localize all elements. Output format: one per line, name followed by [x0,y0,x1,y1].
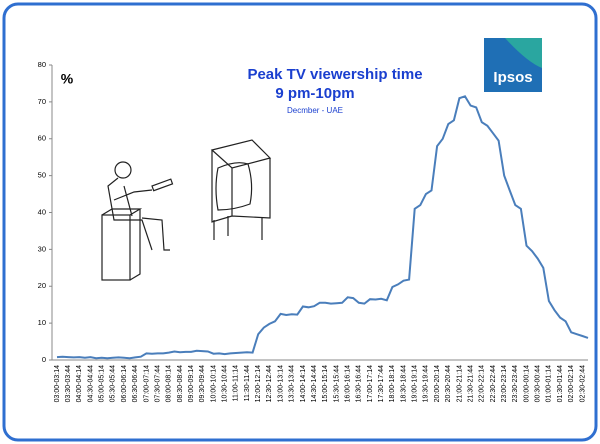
chart-note: Decmber - UAE [287,106,343,115]
x-tick-label: 17:00-17:14 [367,365,374,402]
x-tick-label: 10:30-10:44 [222,365,229,402]
x-tick-label: 01:00-01:14 [546,365,553,402]
x-tick-label: 16:00-16:14 [344,365,351,402]
x-tick-label: 09:00-09:14 [188,365,195,402]
logo-text: Ipsos [493,69,532,86]
illustration [101,139,272,281]
x-tick-label: 02:00-02:14 [568,365,575,402]
x-tick-label: 08:30-08:44 [177,365,184,402]
x-tick-label: 11:00-11:14 [233,365,240,401]
x-tick-label: 23:00-23:14 [501,365,508,402]
x-tick-label: 12:00-12:14 [255,365,262,402]
x-tick-label: 01:30-01:44 [557,365,564,402]
x-tick-label: 15:00-15:14 [322,365,329,402]
y-tick-label: 70 [38,97,46,106]
x-tick-label: 18:00-18:14 [389,365,396,402]
x-tick-label: 13:00-13:14 [277,365,284,402]
x-tick-label: 03:00-03:14 [54,365,61,402]
x-tick-label: 04:00-04:14 [76,365,83,402]
x-tick-label: 19:30-19:44 [423,365,430,402]
x-tick-label: 04:30-04:44 [87,365,94,402]
y-tick-label: 80 [38,60,46,69]
y-axis-label: % [61,71,74,87]
x-tick-label: 22:30-22:44 [490,365,497,402]
x-tick-label: 10:00-10:14 [210,365,217,402]
y-tick-label: 10 [38,318,46,327]
x-tick-label: 21:00-21:14 [456,365,463,402]
x-tick-label: 05:30-05:44 [110,365,117,402]
y-tick-label: 40 [38,207,46,216]
x-tick-label: 00:00-00:14 [523,365,530,402]
x-tick-label: 11:30-11:44 [244,365,251,401]
chart-title: Peak TV viewership time [247,66,422,83]
x-tick-label: 16:30-16:44 [356,365,363,402]
x-tick-label: 06:00-06:14 [121,365,128,402]
x-tick-label: 12:30-12:44 [266,365,273,402]
x-tick-label: 07:30-07:44 [154,365,161,402]
x-tick-label: 03:30-03:44 [65,365,72,402]
x-tick-label: 19:00-19:14 [412,365,419,402]
y-tick-label: 0 [42,355,46,364]
x-tick-label: 20:30-20:44 [445,365,452,402]
x-tick-label: 17:30-17:44 [378,365,385,402]
y-tick-label: 60 [38,134,46,143]
x-tick-label: 20:00-20:14 [434,365,441,402]
y-tick-label: 50 [38,171,46,180]
x-tick-label: 07:00-07:14 [143,365,150,402]
x-tick-label: 15:30-15:44 [333,365,340,402]
y-tick-label: 20 [38,281,46,290]
x-tick-label: 14:30-14:44 [311,365,318,402]
x-tick-label: 05:00-05:14 [99,365,106,402]
data-line [56,95,589,360]
x-tick-label: 02:30-02:44 [579,365,586,402]
x-tick-label: 13:30-13:44 [289,365,296,402]
chart-subtitle: 9 pm-10pm [275,85,354,102]
x-tick-label: 22:00-22:14 [479,365,486,402]
x-tick-label: 00:30-00:44 [535,365,542,402]
x-tick-label: 21:30-21:44 [467,365,474,402]
x-tick-label: 08:00-08:14 [166,365,173,402]
y-tick-label: 30 [38,244,46,253]
x-tick-label: 14:00-14:14 [300,365,307,402]
x-tick-label: 06:30-06:44 [132,365,139,402]
logo-accent [505,38,542,68]
x-tick-label: 18:30-18:44 [400,365,407,402]
x-tick-label: 09:30-09:44 [199,365,206,402]
x-tick-label: 23:30-23:44 [512,365,519,402]
